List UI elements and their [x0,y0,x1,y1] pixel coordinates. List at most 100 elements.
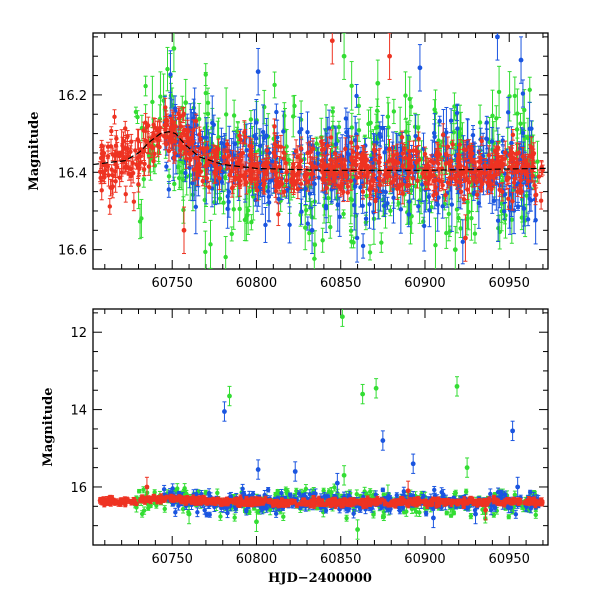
red-data-point [185,119,190,143]
red-data-point [507,146,512,164]
blue-data-point [173,507,178,517]
blue-data-point [263,207,268,243]
green-data-point [133,106,139,118]
red-data-point [440,123,446,147]
blue-outlier-point [518,36,524,84]
blue-data-point [273,509,279,518]
red-data-point [324,182,329,194]
red-data-point [198,139,203,157]
red-data-point [193,147,199,169]
red-data-point [109,498,115,503]
green-data-point [348,226,354,236]
blue-data-point [397,507,403,515]
bottom-plot-frame [92,308,549,546]
red-data-point [157,119,162,142]
green-data-point [368,488,373,495]
x-tick-label: 60800 [236,276,277,291]
green-data-point [312,230,318,260]
blue-outlier-point [515,476,521,498]
red-data-point [123,185,128,203]
red-data-point [509,499,514,505]
green-data-point [303,204,309,216]
red-data-point [99,148,105,159]
blue-data-point [386,492,391,500]
blue-data-point [440,193,445,219]
red-data-point [523,500,529,505]
blue-outlier-point [410,453,416,474]
red-data-point [125,143,130,154]
x-tick-label: 60750 [152,552,193,567]
green-data-point [208,219,213,269]
red-data-point [368,161,374,174]
green-data-point [162,505,167,513]
red-data-point [156,495,162,501]
blue-data-point [307,489,313,500]
red-data-point [400,157,405,176]
red-data-point [461,140,467,159]
red-data-point [511,158,516,175]
red-data-point [474,177,479,188]
green-data-point [356,118,362,142]
green-data-point [351,236,356,249]
y-tick-label: 16.4 [58,166,87,181]
red-data-point [177,136,182,155]
blue-data-point [394,492,399,499]
red-data-point [146,157,152,176]
red-data-point [101,496,106,502]
green-data-point [527,76,532,104]
blue-data-point [513,509,519,519]
red-data-point [538,191,544,210]
red-outlier-point [405,480,411,502]
green-data-point [464,202,470,236]
red-data-point [191,497,197,503]
red-data-point [106,163,111,187]
red-data-point [474,190,480,200]
red-data-point [278,177,284,187]
red-data-point [318,502,324,507]
green-outlier-point [454,376,460,397]
red-data-point [212,497,218,504]
blue-data-point [401,486,407,496]
blue-data-point [265,487,271,493]
red-data-point [301,497,306,502]
red-data-point [217,499,222,505]
red-data-point [152,118,158,138]
green-outlier-point [464,457,470,478]
red-data-point [387,138,392,159]
red-data-point [483,160,488,174]
blue-data-point [380,114,385,142]
red-data-point [150,141,155,155]
red-data-point [380,497,385,502]
red-data-point [191,119,196,141]
blue-data-point [385,196,390,210]
red-data-point [150,495,155,502]
red-data-point [538,497,544,503]
green-data-point [444,217,449,249]
green-outlier-point [452,225,458,269]
x-tick-label: 60900 [404,552,445,567]
x-tick-label: 60850 [320,552,361,567]
green-outlier-point [375,59,381,108]
green-data-point [403,71,408,120]
blue-data-point [352,179,357,231]
blue-data-point [250,490,256,497]
red-data-point [295,145,300,169]
green-outlier-point [341,465,347,486]
bottom-y-axis-label: Magnitude [41,387,56,466]
green-data-point [275,488,280,494]
red-data-point [372,145,378,157]
red-data-point [387,502,393,507]
blue-data-point [351,508,356,519]
red-data-point [373,182,379,200]
green-data-point [354,489,359,499]
bottom-panel: 60750 60800 60850 60900 60950 12 14 16 Magnitud… [41,308,549,586]
green-data-point [205,92,211,135]
red-data-point [141,140,147,162]
green-data-point [218,512,223,521]
green-data-point [472,223,478,244]
red-data-point [206,180,212,194]
red-data-point [377,177,383,193]
red-data-point [382,164,388,184]
red-data-point [181,106,186,121]
red-data-point [400,183,406,205]
